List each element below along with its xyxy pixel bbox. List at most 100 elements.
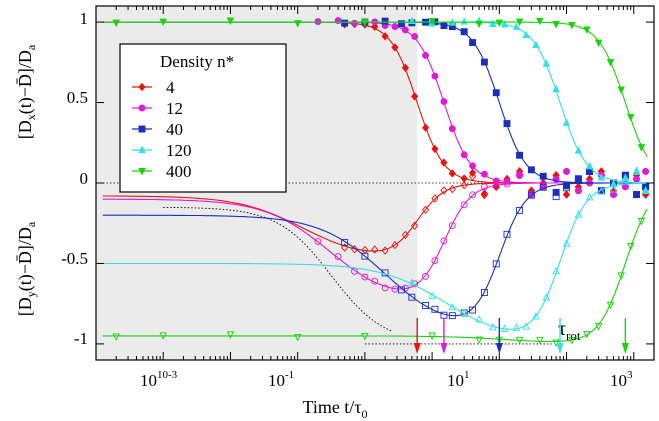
point-bottom-40 bbox=[633, 191, 640, 199]
point-bottom-400 bbox=[428, 332, 436, 341]
point-top-4 bbox=[422, 123, 430, 132]
point-top-4 bbox=[391, 43, 399, 52]
point-top-120 bbox=[512, 22, 521, 30]
legend-marker bbox=[138, 168, 146, 176]
point-bottom-400 bbox=[361, 333, 369, 341]
fit-line-bottom-400 bbox=[102, 208, 648, 343]
point-bottom-4 bbox=[391, 240, 399, 250]
point-top-120 bbox=[597, 173, 606, 181]
point-top-400 bbox=[361, 19, 369, 27]
point-bottom-120 bbox=[489, 322, 497, 331]
point-top-4 bbox=[440, 158, 448, 167]
point-top-12 bbox=[492, 177, 500, 185]
point-bottom-120 bbox=[597, 186, 606, 195]
point-bottom-400 bbox=[626, 242, 635, 251]
legend-label: 120 bbox=[166, 141, 192, 160]
point-top-12 bbox=[351, 19, 358, 27]
point-top-40 bbox=[633, 191, 640, 199]
y-tick-label-5: -1 bbox=[74, 329, 88, 348]
point-top-40 bbox=[469, 39, 477, 47]
legend-label: 4 bbox=[166, 78, 175, 97]
point-bottom-12 bbox=[516, 172, 524, 180]
point-top-120 bbox=[522, 30, 530, 39]
legend: Density n* 4 12 40 120 400 bbox=[119, 43, 287, 193]
point-top-400 bbox=[112, 19, 120, 28]
legend-entry-4: 4 bbox=[132, 78, 175, 97]
point-top-40 bbox=[492, 89, 500, 97]
point-top-40 bbox=[552, 188, 560, 196]
point-bottom-40 bbox=[469, 306, 477, 314]
point-bottom-400 bbox=[583, 330, 591, 339]
tau-arrow-40 bbox=[495, 318, 503, 354]
point-top-4 bbox=[562, 190, 571, 199]
point-top-4 bbox=[460, 174, 468, 183]
point-bottom-120 bbox=[522, 322, 530, 330]
point-top-400 bbox=[626, 113, 635, 122]
point-bottom-40 bbox=[539, 183, 547, 191]
point-bottom-40 bbox=[552, 193, 560, 201]
legend-box bbox=[119, 43, 287, 193]
point-bottom-120 bbox=[428, 291, 436, 300]
point-top-40 bbox=[460, 28, 468, 36]
point-bottom-4 bbox=[480, 190, 488, 200]
point-top-400 bbox=[606, 59, 615, 67]
point-bottom-12 bbox=[314, 237, 322, 245]
point-bottom-120 bbox=[585, 192, 594, 201]
point-top-40 bbox=[341, 19, 349, 27]
point-top-400 bbox=[583, 26, 591, 34]
point-bottom-4 bbox=[460, 181, 468, 190]
y-tick-label-4: -0.5 bbox=[61, 249, 88, 268]
point-bottom-12 bbox=[552, 175, 560, 183]
point-bottom-120 bbox=[562, 239, 571, 247]
point-top-4 bbox=[381, 32, 389, 41]
point-top-400 bbox=[159, 18, 167, 27]
point-bottom-120 bbox=[460, 308, 468, 317]
point-top-4 bbox=[480, 189, 488, 198]
point-top-12 bbox=[334, 17, 342, 25]
point-bottom-120 bbox=[552, 266, 560, 275]
point-top-400 bbox=[568, 21, 576, 30]
point-bottom-4 bbox=[350, 245, 359, 254]
point-bottom-120 bbox=[448, 302, 457, 311]
point-bottom-12 bbox=[469, 191, 477, 199]
point-top-4 bbox=[431, 144, 439, 154]
y-tick-label-3: 0 bbox=[80, 169, 89, 188]
point-top-400 bbox=[293, 20, 302, 28]
point-bottom-400 bbox=[515, 336, 524, 345]
point-top-120 bbox=[552, 84, 560, 93]
point-top-120 bbox=[500, 19, 509, 28]
point-top-40 bbox=[480, 58, 488, 66]
point-top-12 bbox=[431, 72, 439, 80]
legend-label: 12 bbox=[166, 99, 183, 118]
legend-entry-12: 12 bbox=[132, 99, 183, 118]
point-bottom-400 bbox=[159, 332, 167, 340]
point-bottom-120 bbox=[621, 175, 630, 184]
x-axis-title: Time t/τ0 bbox=[302, 397, 367, 421]
point-top-120 bbox=[460, 17, 468, 25]
point-top-400 bbox=[552, 21, 560, 29]
point-top-400 bbox=[594, 39, 603, 48]
point-bottom-4 bbox=[381, 246, 389, 255]
point-top-120 bbox=[542, 59, 551, 67]
axis-ticks bbox=[95, 6, 655, 360]
point-bottom-12 bbox=[422, 272, 430, 280]
point-top-120 bbox=[585, 161, 594, 170]
point-top-40 bbox=[563, 182, 570, 190]
point-bottom-12 bbox=[440, 237, 448, 245]
point-bottom-400 bbox=[536, 336, 544, 345]
legend-label: 40 bbox=[166, 120, 183, 139]
point-top-400 bbox=[226, 17, 235, 26]
point-top-12 bbox=[460, 151, 468, 159]
legend-marker bbox=[138, 145, 146, 153]
point-bottom-400 bbox=[568, 337, 576, 345]
fit-line-bottom-12 bbox=[102, 182, 648, 290]
point-bottom-400 bbox=[606, 301, 615, 310]
point-top-12 bbox=[411, 33, 419, 40]
y-axis-title-top: [Dx(t)−D̄]/Da bbox=[15, 44, 38, 139]
point-bottom-40 bbox=[422, 301, 430, 309]
point-bottom-12 bbox=[503, 180, 511, 188]
point-bottom-12 bbox=[334, 253, 342, 260]
point-bottom-40 bbox=[492, 260, 500, 268]
point-top-120 bbox=[574, 146, 583, 154]
y-tick-label-1: 1 bbox=[80, 9, 89, 28]
